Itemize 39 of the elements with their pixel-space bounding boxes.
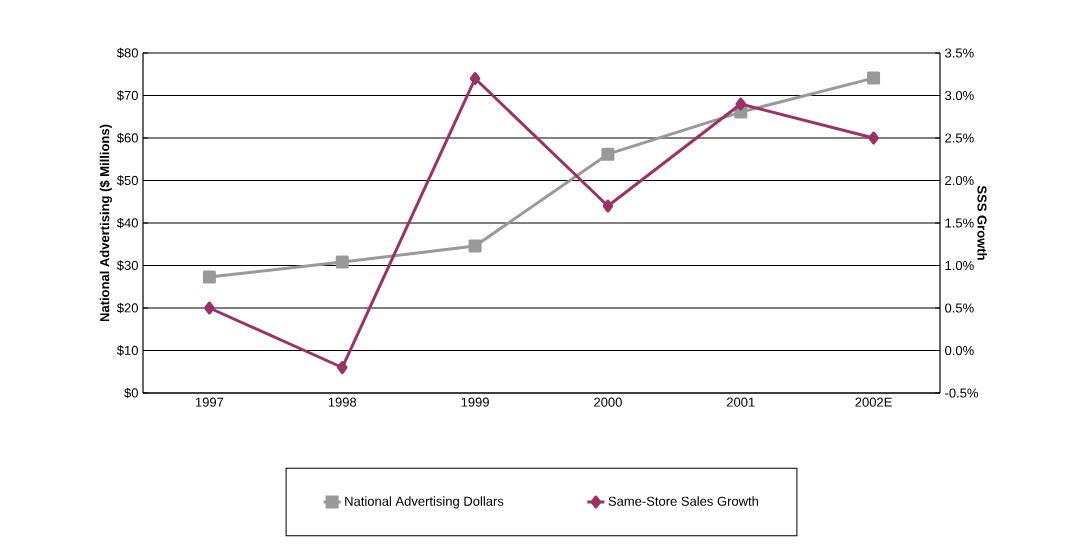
x-tick-label: 1997 (195, 397, 224, 407)
point (602, 199, 614, 213)
y2-tick-label: 3.5% (945, 48, 974, 58)
y-tick-label: $30 (116, 260, 138, 271)
y-tick-label: $20 (116, 302, 138, 314)
point (601, 147, 615, 161)
x-tick-label: 2000 (594, 397, 622, 407)
y2-tick-label: 3.0% (945, 90, 974, 101)
point (867, 71, 881, 85)
y2-tick-label: -0.5% (945, 388, 979, 398)
y2-tick-label: 1.5% (945, 218, 974, 228)
x-tick-label: 2001 (726, 397, 755, 407)
y2-tick-label: 1.0% (945, 260, 974, 271)
legend-label: Same-Store Sales Growth (608, 496, 759, 506)
y-tick-label: $10 (116, 345, 138, 356)
y-tick-label: $40 (116, 217, 138, 229)
point (868, 131, 879, 145)
point (469, 72, 481, 85)
y-tick-label: $80 (116, 47, 138, 59)
point (337, 361, 348, 374)
x-tick-label: 1999 (461, 397, 489, 407)
point (468, 239, 482, 253)
x-tick-label: 1998 (328, 397, 357, 407)
point (204, 301, 215, 315)
y-tick-label: $60 (116, 132, 138, 144)
x-tick-label: 2002E (855, 397, 892, 407)
point (202, 270, 216, 284)
y2-tick-label: 2.0% (945, 175, 974, 186)
y-tick-label: $70 (116, 90, 138, 101)
y2-tick-label: 0.5% (945, 303, 974, 313)
y2-tick-label: 2.5% (945, 133, 974, 143)
point (735, 97, 746, 111)
y2-tick-label: 0.0% (945, 345, 974, 356)
legend-label: National Advertising Dollars (345, 496, 504, 509)
y2-axis-title: SSS Growth (977, 185, 987, 260)
y-tick-label: $0 (124, 387, 138, 399)
y-axis-title: National Advertising ($ Millions) (99, 124, 112, 322)
y-tick-label: $50 (116, 175, 138, 186)
point (335, 255, 349, 269)
